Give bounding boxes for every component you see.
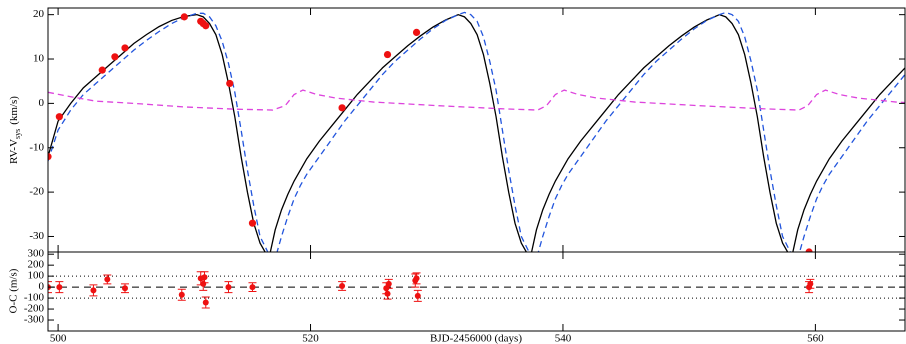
rv-point (805, 248, 813, 252)
residual-point (807, 280, 814, 287)
rv-point (180, 13, 188, 21)
residual-point (121, 285, 128, 292)
y-tick-label: -100 (24, 292, 45, 304)
y-tick-label: 0 (39, 281, 45, 293)
plot-frame (47, 251, 906, 332)
y-axis-label: RV-Vsys (km/s) (8, 96, 23, 164)
x-tick-label: 500 (50, 333, 67, 344)
residual-point (249, 284, 256, 291)
residual-point (414, 292, 421, 299)
residual-point (178, 291, 185, 298)
residual-point (56, 284, 63, 291)
residual-point (413, 275, 420, 282)
residual-point (104, 276, 111, 283)
y-tick-label: -300 (24, 314, 45, 326)
rv-point (98, 66, 106, 74)
rv-point (121, 44, 129, 52)
rv-point (111, 53, 119, 61)
rv-point (248, 219, 257, 227)
y-label-main: RV-V (8, 139, 20, 164)
y-tick-label: 10 (33, 53, 45, 65)
model-curve (48, 11, 905, 252)
x-axis-label: BJD-2456000 (days) (430, 333, 522, 344)
y-tick-label: -10 (29, 141, 44, 153)
residual-point (90, 287, 97, 294)
residual-point (202, 299, 209, 306)
x-tick-label: 540 (555, 333, 572, 344)
model-curve (48, 89, 905, 111)
residual-point (225, 284, 232, 291)
y-tick-label: -20 (29, 186, 44, 198)
rv-point (55, 113, 63, 121)
plot-area (48, 271, 905, 309)
x-tick-label: 520 (302, 333, 319, 344)
model-curve (48, 13, 905, 252)
y-label-sub: sys (13, 129, 22, 139)
y-tick-label: 0 (39, 97, 45, 109)
rv-point (412, 28, 421, 36)
plot-frame (47, 7, 906, 253)
y-tick-label: -30 (29, 230, 44, 242)
y-tick-label: 20 (33, 8, 45, 20)
error-bar (48, 281, 52, 294)
y-axis-label: O-C (m/s) (8, 268, 20, 313)
rv-point (48, 153, 52, 161)
rv-point (202, 22, 210, 30)
rv-point (338, 104, 346, 112)
residual-point (201, 274, 208, 281)
plot-area (48, 11, 905, 252)
y-tick-label: -200 (24, 303, 45, 315)
residual-point (384, 290, 391, 297)
y-tick-label: 100 (28, 270, 45, 282)
rv-point (226, 79, 234, 88)
y-tick-label: 200 (28, 259, 45, 271)
x-tick-label: 560 (807, 333, 824, 344)
residual-point (200, 280, 207, 287)
y-tick-label: 300 (28, 248, 45, 260)
rv-point (383, 50, 392, 59)
y-label-unit: (km/s) (8, 96, 20, 125)
residual-point (339, 283, 346, 290)
residual-point (385, 280, 392, 287)
